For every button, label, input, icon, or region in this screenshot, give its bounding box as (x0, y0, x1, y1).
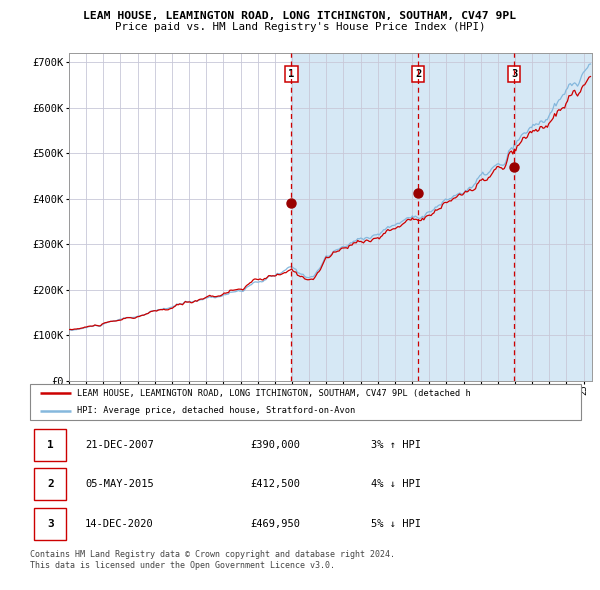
Text: Price paid vs. HM Land Registry's House Price Index (HPI): Price paid vs. HM Land Registry's House … (115, 22, 485, 32)
Text: 5% ↓ HPI: 5% ↓ HPI (371, 519, 421, 529)
Bar (34, 508, 67, 540)
Bar (292, 53, 592, 381)
Bar (34, 468, 67, 500)
Text: 3: 3 (511, 70, 517, 80)
Text: 21-DEC-2007: 21-DEC-2007 (85, 440, 154, 450)
Text: 4% ↓ HPI: 4% ↓ HPI (371, 480, 421, 489)
Text: Contains HM Land Registry data © Crown copyright and database right 2024.: Contains HM Land Registry data © Crown c… (30, 550, 395, 559)
Text: 2: 2 (47, 480, 54, 489)
Text: £412,500: £412,500 (250, 480, 301, 489)
Text: £390,000: £390,000 (250, 440, 301, 450)
Text: 1: 1 (47, 440, 54, 450)
Text: This data is licensed under the Open Government Licence v3.0.: This data is licensed under the Open Gov… (30, 560, 335, 569)
Text: £469,950: £469,950 (250, 519, 301, 529)
Text: 14-DEC-2020: 14-DEC-2020 (85, 519, 154, 529)
Text: LEAM HOUSE, LEAMINGTON ROAD, LONG ITCHINGTON, SOUTHAM, CV47 9PL: LEAM HOUSE, LEAMINGTON ROAD, LONG ITCHIN… (83, 11, 517, 21)
Text: 1: 1 (289, 70, 295, 80)
Text: 05-MAY-2015: 05-MAY-2015 (85, 480, 154, 489)
Text: 3% ↑ HPI: 3% ↑ HPI (371, 440, 421, 450)
Text: LEAM HOUSE, LEAMINGTON ROAD, LONG ITCHINGTON, SOUTHAM, CV47 9PL (detached h: LEAM HOUSE, LEAMINGTON ROAD, LONG ITCHIN… (77, 388, 470, 398)
Text: 3: 3 (47, 519, 54, 529)
Text: HPI: Average price, detached house, Stratford-on-Avon: HPI: Average price, detached house, Stra… (77, 406, 355, 415)
Bar (34, 429, 67, 461)
Text: 2: 2 (415, 70, 421, 80)
